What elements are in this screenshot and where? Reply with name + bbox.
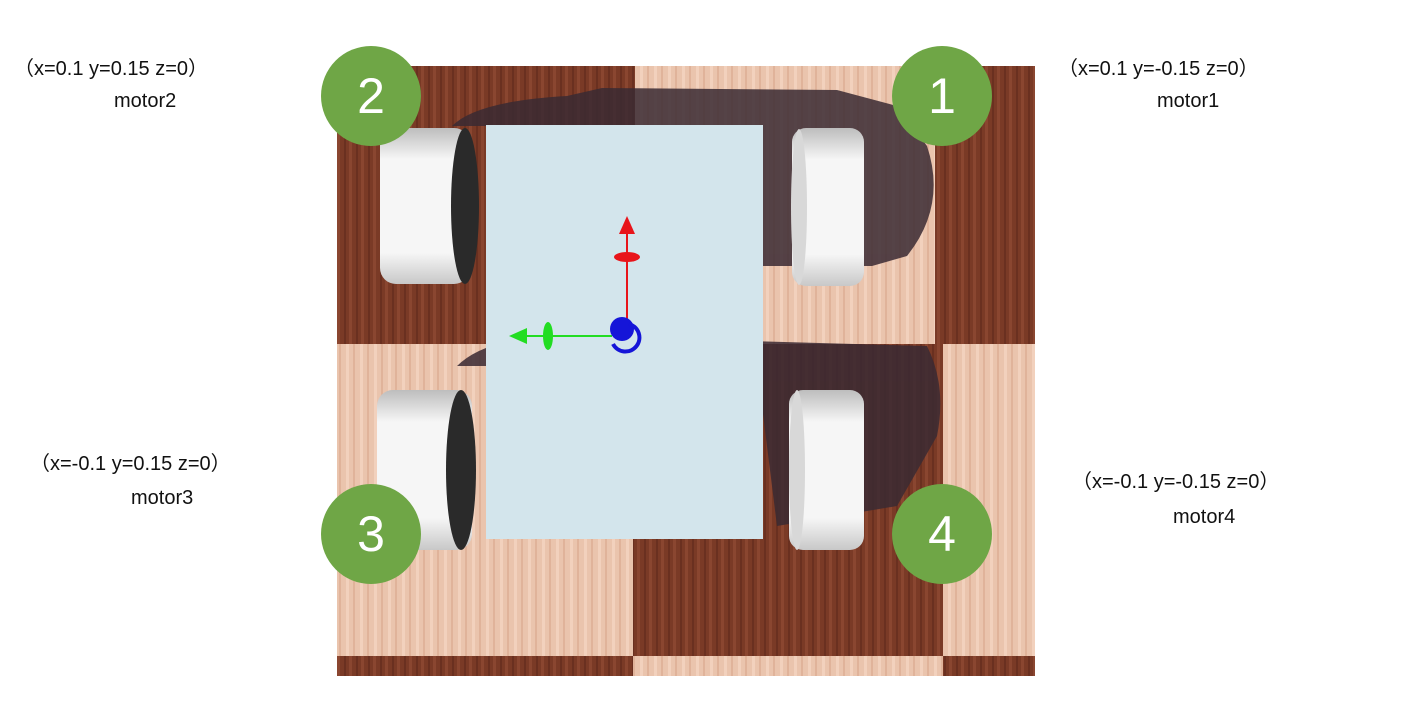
motor3-badge: 3 [321, 484, 421, 584]
motor4-badge: 4 [892, 484, 992, 584]
motor2-name: motor2 [114, 90, 177, 112]
motor1-coords: （x=0.1 y=-0.15 z=0） [1058, 58, 1259, 80]
robot-top-view [337, 66, 1035, 676]
motor4-name: motor4 [1173, 506, 1236, 528]
wheel-motor2 [380, 128, 479, 284]
wheel-motor1 [791, 128, 864, 286]
axis-gizmo [509, 216, 642, 354]
motor1-name: motor1 [1157, 90, 1220, 112]
motor3-coords: （x=-0.1 y=0.15 z=0） [30, 453, 231, 475]
motor2-badge: 2 [321, 46, 421, 146]
wheel-motor4 [789, 390, 864, 550]
motor4-coords: （x=-0.1 y=-0.15 z=0） [1072, 471, 1280, 493]
motor3-name: motor3 [131, 487, 194, 509]
motor2-coords: （x=0.1 y=0.15 z=0） [14, 58, 209, 80]
motor1-badge: 1 [892, 46, 992, 146]
